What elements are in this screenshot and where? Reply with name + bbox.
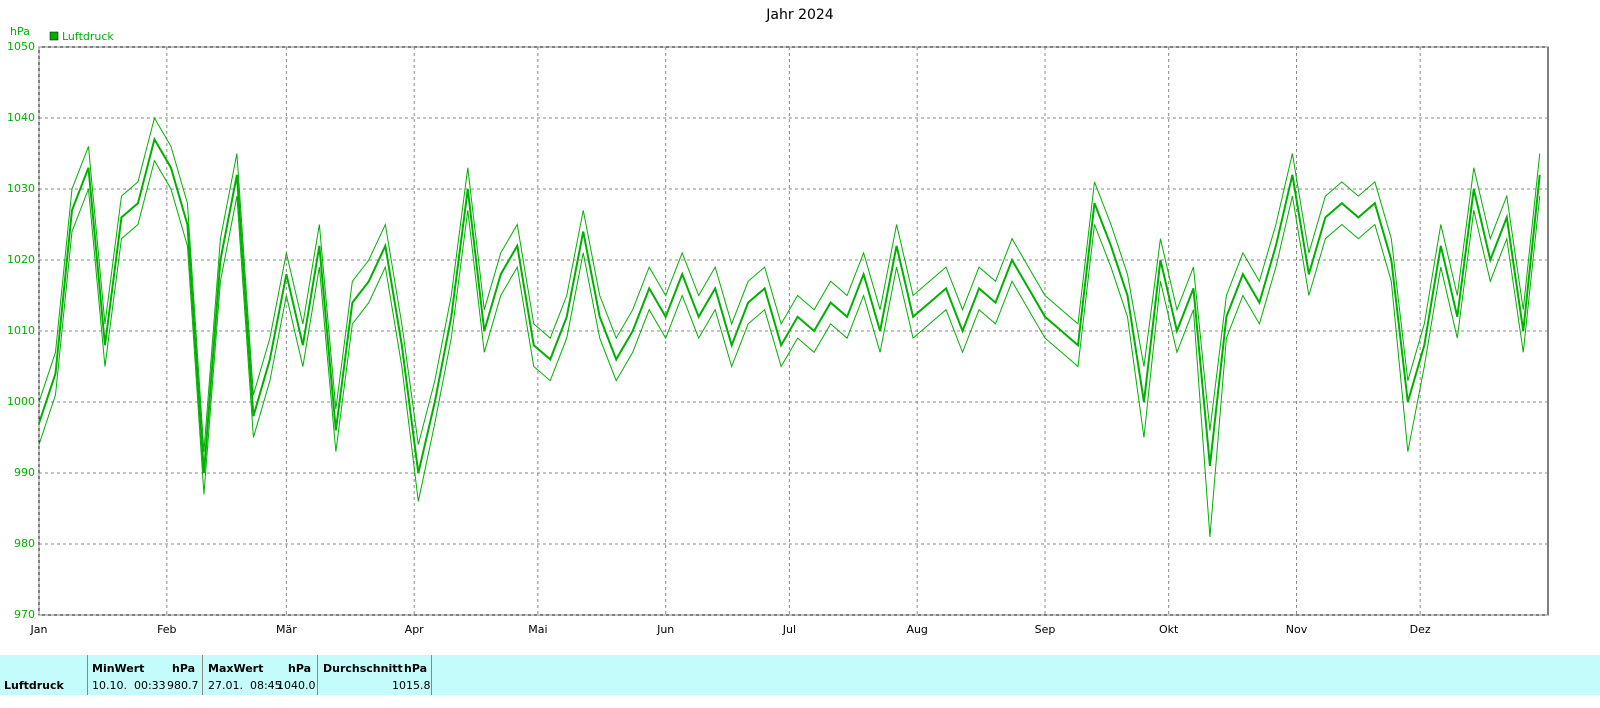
stats-table: Luftdruck MinWert hPa 10.10. 00:33 980.7… <box>0 655 1600 695</box>
value: 1015.8 <box>392 679 431 692</box>
time: 10.10. 00:33 <box>92 679 166 692</box>
x-tick-label: Sep <box>1035 623 1056 636</box>
line-values <box>38 136 1541 474</box>
y-tick-label: 1040 <box>7 111 35 124</box>
y-tick-label: 1010 <box>7 324 35 337</box>
header: Durchschnitt <box>323 662 403 675</box>
x-tick-label: Mai <box>528 623 547 636</box>
y-tick-label: 990 <box>14 466 35 479</box>
unit: hPa <box>172 662 196 675</box>
chart: Jahr 2024 hPa 970 980 990 1000 1010 1020 1030 1… <box>7 7 1549 636</box>
separator <box>202 655 203 695</box>
y-tick-label: 1030 <box>7 182 35 195</box>
unit: hPa <box>404 662 428 675</box>
x-tick-label: Apr <box>405 623 425 636</box>
x-tick-label: Feb <box>157 623 176 636</box>
x-tick-label: Dez <box>1410 623 1431 636</box>
y-tick-label: 980 <box>14 537 35 550</box>
separator <box>87 655 88 695</box>
line-low <box>38 159 1541 537</box>
y-unit: hPa <box>10 25 30 38</box>
chart-title: Jahr 2024 <box>765 7 834 23</box>
row-label: Luftdruck <box>4 679 64 692</box>
x-tick-label: Jan <box>30 623 48 636</box>
x-tick-label: Jul <box>782 623 796 636</box>
time: 27.01. 08:45 <box>208 679 282 692</box>
x-tick-label: Okt <box>1159 623 1179 636</box>
x-tick-label: Nov <box>1286 623 1308 636</box>
separator <box>317 655 318 695</box>
header: MinWert <box>92 662 145 675</box>
header: MaxWert <box>208 662 264 675</box>
y-tick-label: 1050 <box>7 40 35 53</box>
x-tick-label: Aug <box>906 623 927 636</box>
y-tick-label: 970 <box>14 608 35 621</box>
x-tick-label: Jun <box>656 623 674 636</box>
y-tick-label: 1000 <box>7 395 35 408</box>
x-tick-label: Mär <box>276 623 297 636</box>
value: 980.7 <box>167 679 199 692</box>
legend-label: Luftdruck <box>62 30 114 43</box>
value: 1040.0 <box>277 679 316 692</box>
plot-area <box>38 46 1549 616</box>
separator <box>431 655 432 695</box>
legend-swatch <box>49 31 59 41</box>
line-high <box>38 116 1541 452</box>
y-tick-label: 1020 <box>7 253 35 266</box>
unit: hPa <box>288 662 312 675</box>
